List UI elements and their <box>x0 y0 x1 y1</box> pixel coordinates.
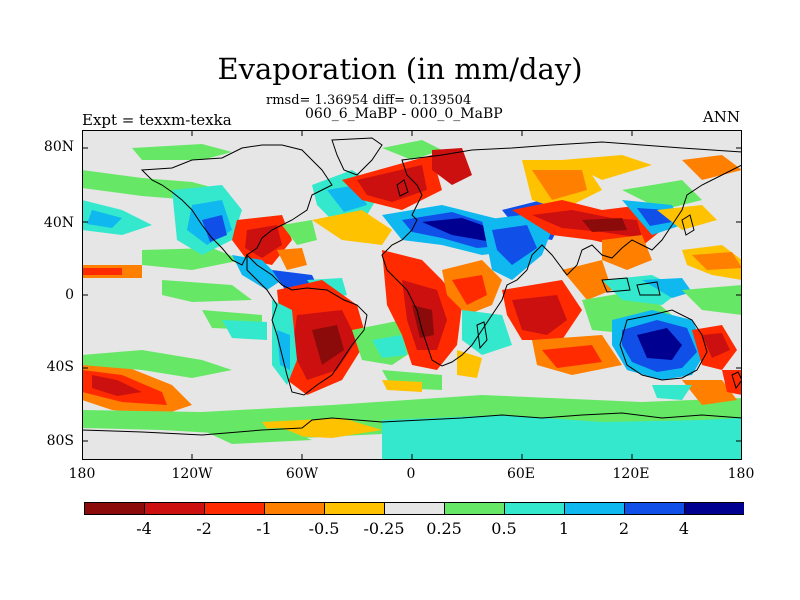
lat-tick-label: 80N <box>43 139 74 155</box>
colorbar-box <box>564 502 625 515</box>
colorbar-label: -0.25 <box>363 519 405 538</box>
coastlines <box>82 137 742 436</box>
colorbar-box <box>144 502 205 515</box>
experiment-label: Expt = texxm-texka <box>82 111 232 129</box>
colorbar-label: -1 <box>256 519 272 538</box>
lon-tick-label: 60W <box>285 466 319 482</box>
lat-tick-label: 40S <box>46 359 74 375</box>
colorbar-box <box>684 502 744 515</box>
lon-tick-label: 0 <box>406 466 416 482</box>
lat-tick-label: 40N <box>43 215 74 231</box>
colorbar-box <box>384 502 445 515</box>
colorbar-box <box>624 502 685 515</box>
colorbar-label: 0.25 <box>426 519 462 538</box>
map-title: Evaporation (in mm/day) <box>217 52 583 86</box>
lon-tick-label: 120W <box>171 466 213 482</box>
colorbar-box <box>504 502 565 515</box>
map-plot <box>82 130 742 460</box>
lat-tick-label: 0 <box>65 287 74 303</box>
colorbar-label: 4 <box>678 519 690 538</box>
colorbar-box <box>84 502 145 515</box>
tick-marks <box>82 130 742 460</box>
lat-tick-label: 80S <box>46 433 74 449</box>
season-label: ANN <box>702 108 740 126</box>
colorbar-box <box>324 502 385 515</box>
cases-line: 060_6_MaBP - 000_0_MaBP <box>305 106 503 122</box>
colorbar <box>84 502 744 515</box>
colorbar-label: 0.5 <box>491 519 517 538</box>
colorbar-box <box>264 502 325 515</box>
colorbar-label: -2 <box>196 519 212 538</box>
stats-line: rmsd= 1.36954 diff= 0.139504 <box>266 93 472 108</box>
colorbar-label: 2 <box>618 519 630 538</box>
lon-tick-label: 180 <box>727 466 755 482</box>
colorbar-boxes <box>84 502 744 515</box>
lon-tick-label: 60E <box>506 466 536 482</box>
colorbar-label: 1 <box>558 519 570 538</box>
colorbar-box <box>204 502 265 515</box>
lon-tick-label: 180 <box>68 466 96 482</box>
colorbar-label: -0.5 <box>308 519 340 538</box>
colorbar-box <box>444 502 505 515</box>
colorbar-label: -4 <box>136 519 152 538</box>
lon-tick-label: 120E <box>612 466 650 482</box>
